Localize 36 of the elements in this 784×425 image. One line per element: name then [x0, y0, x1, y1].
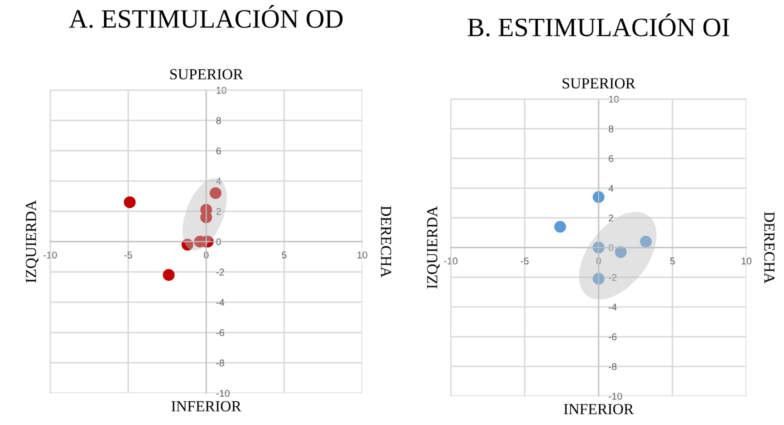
y-tick-label: -6: [216, 329, 224, 336]
y-axis-title: IZQUIERDA: [427, 206, 440, 289]
y-tick-label: -10: [216, 390, 230, 397]
chart-title: B. ESTIMULACIÓN OI: [468, 14, 730, 36]
y-tick-label: 6: [608, 155, 614, 162]
x-axis-title: INFERIOR: [172, 401, 242, 412]
y2-axis-title: DERECHA: [380, 206, 392, 278]
y-tick-label: 8: [216, 117, 221, 124]
y-tick-label: 2: [608, 214, 614, 222]
y-tick-label: -4: [608, 304, 617, 310]
y-axis-title: IZQUIERDA: [26, 200, 38, 283]
x-axis-title: INFERIOR: [564, 404, 634, 414]
x-tick-label: 10: [358, 252, 368, 258]
chart-title: A. ESTIMULACIÓN OD: [69, 5, 343, 28]
x2-axis-title: SUPERIOR: [562, 78, 636, 88]
x-tick-label: -10: [444, 258, 458, 264]
y-tick-label: -2: [608, 274, 616, 281]
y-tick-label: 6: [216, 147, 221, 154]
x-tick-label: 5: [282, 252, 286, 258]
y2-axis-title: DERECHA: [764, 212, 775, 284]
y-tick-label: -8: [608, 363, 617, 370]
y-tick-label: 2: [216, 208, 221, 215]
y-tick-label: -8: [216, 360, 224, 366]
y-tick-label: -10: [608, 392, 622, 400]
x-tick-label: -10: [44, 252, 57, 258]
y-tick-label: -4: [216, 299, 224, 306]
y-tick-label: 4: [216, 178, 222, 185]
x-tick-label: -5: [520, 258, 529, 264]
y-tick-label: -6: [608, 333, 617, 340]
x-tick-label: 5: [670, 258, 675, 264]
y-tick-label: 8: [608, 125, 614, 132]
x2-axis-title: SUPERIOR: [170, 69, 244, 80]
x-tick-label: 10: [742, 258, 752, 264]
x-tick-label: -5: [124, 252, 132, 258]
y-tick-label: -2: [216, 268, 224, 276]
y-tick-label: 4: [608, 184, 614, 192]
